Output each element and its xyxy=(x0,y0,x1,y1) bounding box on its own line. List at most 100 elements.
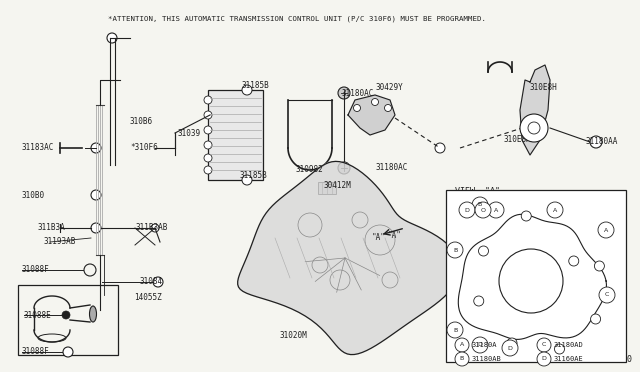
Circle shape xyxy=(599,287,615,303)
Text: 31088E: 31088E xyxy=(24,311,52,320)
Circle shape xyxy=(242,85,252,95)
Text: 310B0: 310B0 xyxy=(22,190,45,199)
Circle shape xyxy=(107,33,117,43)
Text: 310B6: 310B6 xyxy=(130,118,153,126)
Circle shape xyxy=(338,87,350,99)
Text: A: A xyxy=(494,208,498,212)
Text: 310982: 310982 xyxy=(295,166,323,174)
Circle shape xyxy=(521,211,531,221)
Circle shape xyxy=(371,99,378,106)
Circle shape xyxy=(91,143,101,153)
Circle shape xyxy=(479,246,488,256)
Text: VIEW  "A": VIEW "A" xyxy=(455,187,500,196)
Text: B: B xyxy=(453,327,457,333)
Polygon shape xyxy=(520,65,550,155)
Text: 31193AB: 31193AB xyxy=(43,237,76,247)
Circle shape xyxy=(472,197,488,213)
Circle shape xyxy=(507,338,517,348)
Text: 31039: 31039 xyxy=(178,128,201,138)
Circle shape xyxy=(242,175,252,185)
Circle shape xyxy=(537,338,551,352)
Text: "A": "A" xyxy=(372,234,386,243)
Text: 30412M: 30412M xyxy=(323,180,351,189)
Circle shape xyxy=(474,296,484,306)
Circle shape xyxy=(204,126,212,134)
Text: 31180A: 31180A xyxy=(472,342,497,348)
Circle shape xyxy=(151,224,159,232)
Text: "A": "A" xyxy=(388,231,402,240)
Text: 310E8H: 310E8H xyxy=(530,83,557,93)
Text: 31180AC: 31180AC xyxy=(342,89,374,97)
Circle shape xyxy=(447,242,463,258)
Polygon shape xyxy=(348,95,395,135)
Circle shape xyxy=(91,190,101,200)
Text: D: D xyxy=(541,356,547,362)
Circle shape xyxy=(537,352,551,366)
Text: 311B3AB: 311B3AB xyxy=(135,224,168,232)
Text: D: D xyxy=(465,208,469,212)
Circle shape xyxy=(204,141,212,149)
Circle shape xyxy=(455,352,469,366)
Text: 14055Z: 14055Z xyxy=(134,294,162,302)
Polygon shape xyxy=(237,161,460,355)
Text: 310E8MA: 310E8MA xyxy=(504,135,536,144)
Bar xyxy=(18,285,118,355)
Ellipse shape xyxy=(90,306,97,322)
Circle shape xyxy=(590,136,602,148)
Circle shape xyxy=(591,314,600,324)
Text: A: A xyxy=(460,343,464,347)
Text: A: A xyxy=(553,208,557,212)
Text: 31180AD: 31180AD xyxy=(554,342,584,348)
Circle shape xyxy=(353,105,360,112)
Text: 31180AA: 31180AA xyxy=(586,138,618,147)
Text: 30429Y: 30429Y xyxy=(375,83,403,93)
Text: 31180AC: 31180AC xyxy=(375,164,408,173)
Circle shape xyxy=(475,202,491,218)
Text: 31183AC: 31183AC xyxy=(22,144,54,153)
Circle shape xyxy=(63,347,73,357)
Text: 31180AB: 31180AB xyxy=(472,356,502,362)
Text: D: D xyxy=(477,343,483,347)
Circle shape xyxy=(204,96,212,104)
Circle shape xyxy=(595,261,604,271)
Text: B: B xyxy=(478,202,482,208)
Circle shape xyxy=(598,222,614,238)
Text: 31160AE: 31160AE xyxy=(554,356,584,362)
Circle shape xyxy=(435,143,445,153)
Text: *310F6: *310F6 xyxy=(130,144,157,153)
Bar xyxy=(208,90,263,180)
Circle shape xyxy=(569,256,579,266)
Text: A: A xyxy=(604,228,608,232)
Circle shape xyxy=(153,277,163,287)
Text: 31185B: 31185B xyxy=(240,170,268,180)
Circle shape xyxy=(204,111,212,119)
Text: C: C xyxy=(605,292,609,298)
Text: B: B xyxy=(453,247,457,253)
Circle shape xyxy=(520,114,548,142)
Circle shape xyxy=(472,337,488,353)
Text: C: C xyxy=(542,343,546,347)
Text: R3100090: R3100090 xyxy=(592,355,632,364)
Text: 31084: 31084 xyxy=(140,278,163,286)
Bar xyxy=(446,190,626,362)
Circle shape xyxy=(488,202,504,218)
Circle shape xyxy=(338,162,350,174)
Circle shape xyxy=(62,311,70,319)
Text: B: B xyxy=(460,356,464,362)
Text: 31185B: 31185B xyxy=(242,80,269,90)
Circle shape xyxy=(204,166,212,174)
Text: *ATTENTION, THIS AUTOMATIC TRANSMISSION CONTROL UNIT (P/C 310F6) MUST BE PROGRAM: *ATTENTION, THIS AUTOMATIC TRANSMISSION … xyxy=(108,15,486,22)
Circle shape xyxy=(204,154,212,162)
Text: 31088F: 31088F xyxy=(22,266,50,275)
Circle shape xyxy=(459,202,475,218)
Text: O: O xyxy=(481,208,486,212)
Circle shape xyxy=(447,322,463,338)
Circle shape xyxy=(499,249,563,313)
Text: 311B3A: 311B3A xyxy=(38,224,66,232)
Circle shape xyxy=(91,223,101,233)
Text: 31020M: 31020M xyxy=(280,331,308,340)
Text: 31088F: 31088F xyxy=(22,347,50,356)
Text: VIEW  "A": VIEW "A" xyxy=(455,192,504,201)
Circle shape xyxy=(385,105,392,112)
Circle shape xyxy=(547,202,563,218)
